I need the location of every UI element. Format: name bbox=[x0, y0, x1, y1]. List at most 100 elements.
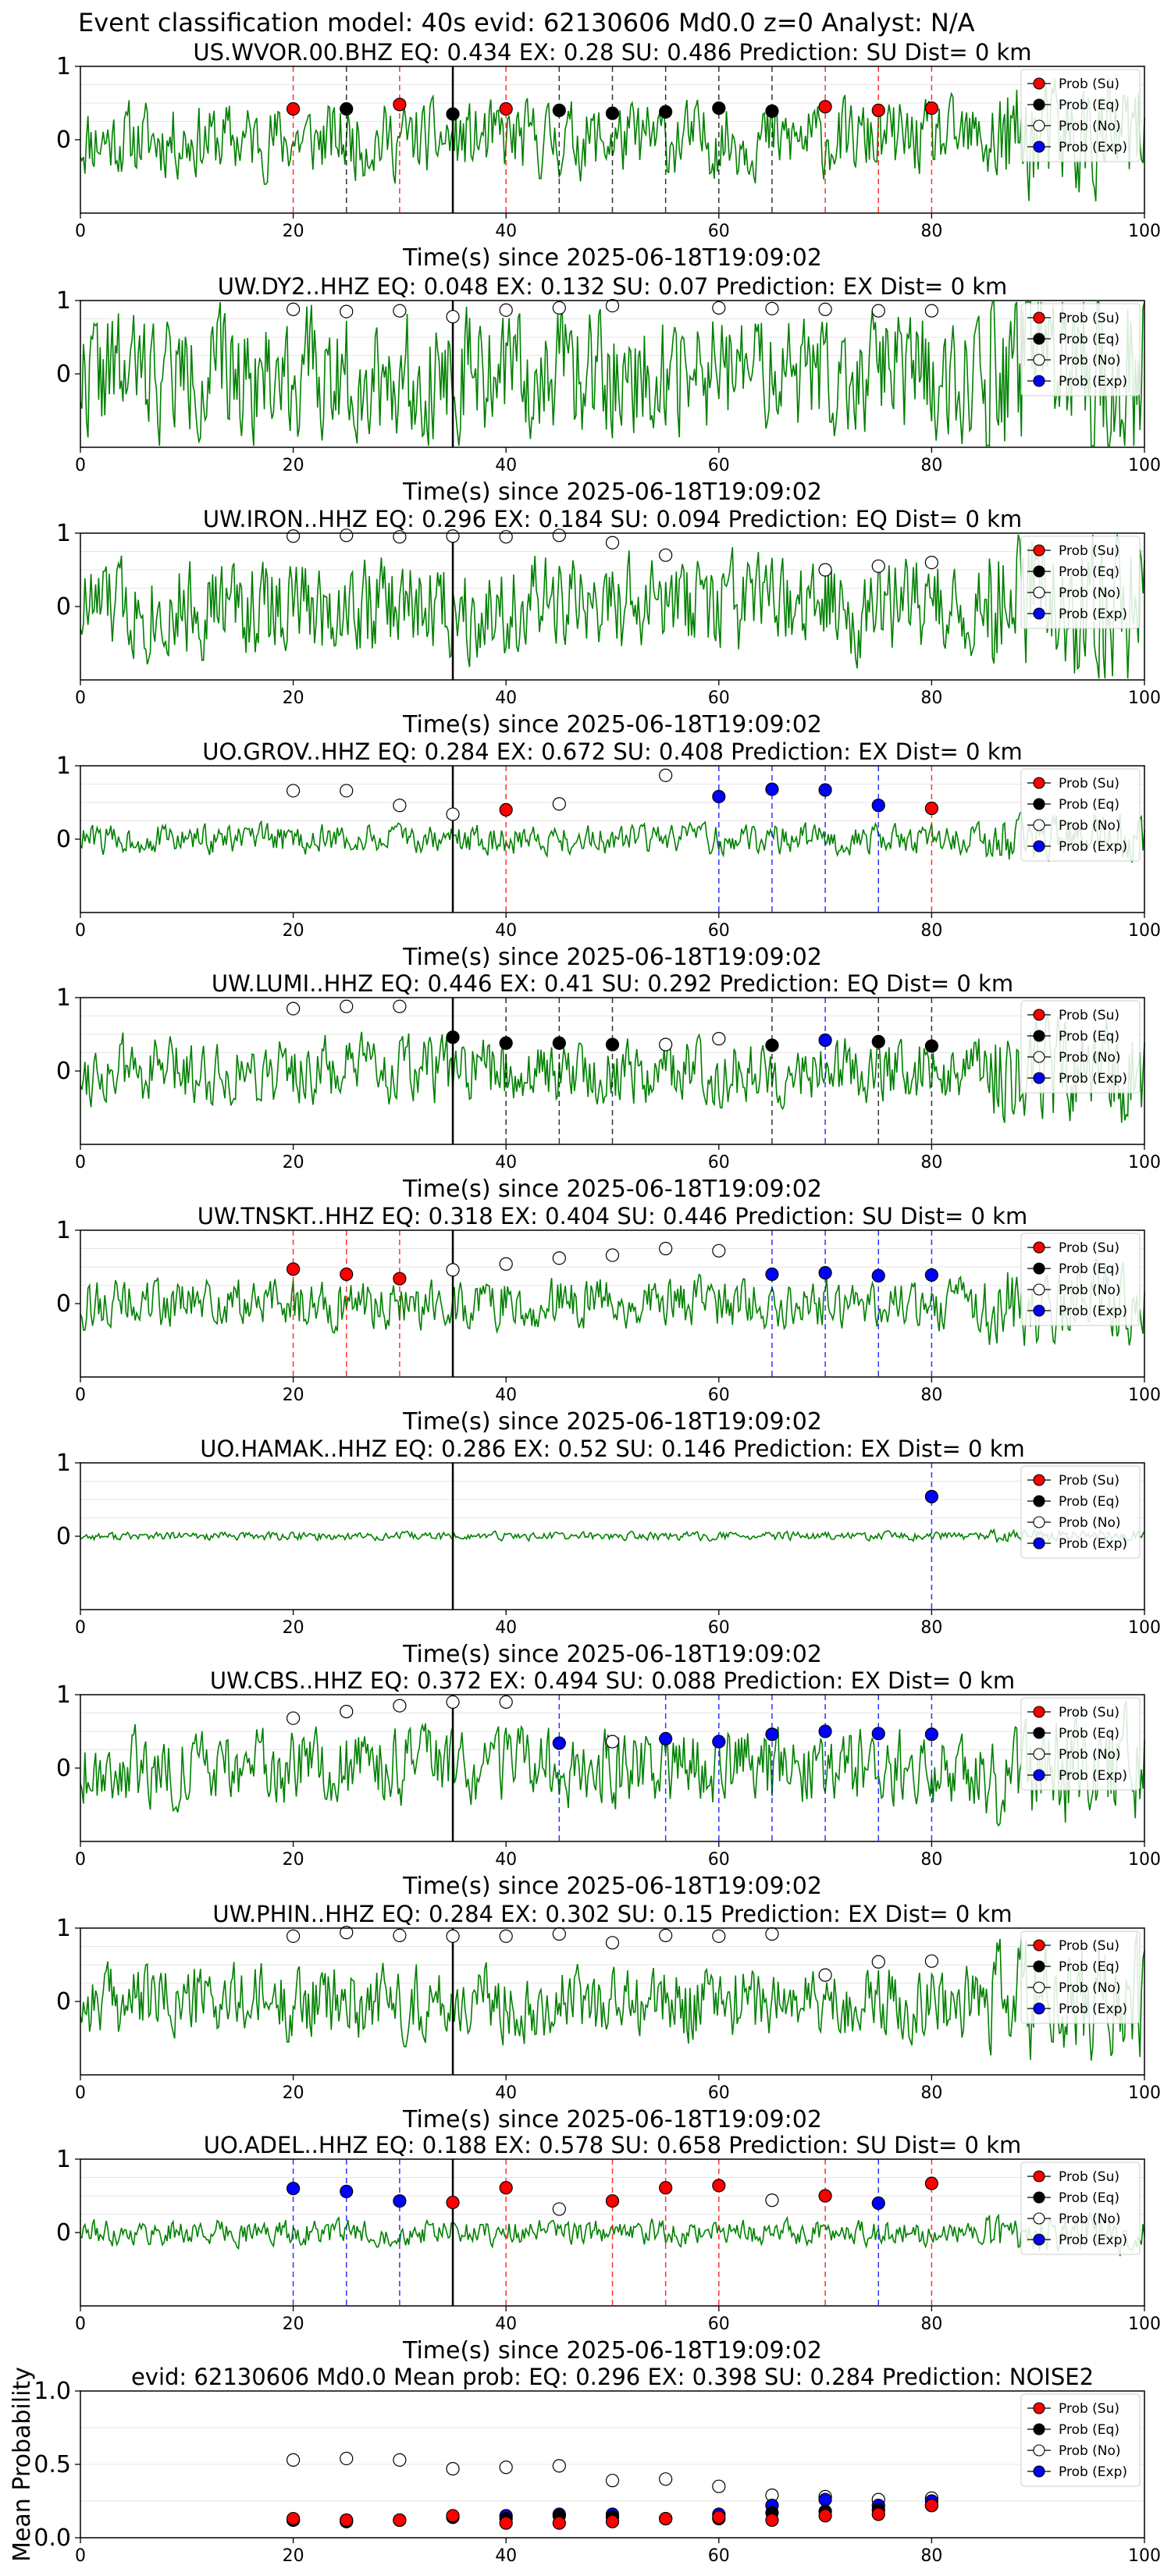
prob-point bbox=[393, 530, 407, 544]
x-axis-label: Time(s) since 2025-06-18T19:09:02 bbox=[402, 1873, 822, 1900]
x-tick-label: 0 bbox=[75, 1386, 86, 1405]
prob-point bbox=[499, 1257, 513, 1271]
y-tick-label: 1 bbox=[56, 1450, 71, 1477]
prob-point bbox=[712, 301, 726, 315]
y-tick-label: 1 bbox=[56, 2146, 71, 2173]
x-tick-label: 80 bbox=[920, 2083, 942, 2103]
x-tick-label: 100 bbox=[1128, 1386, 1161, 1405]
prob-point bbox=[605, 106, 620, 120]
y-tick-label: 0.5 bbox=[34, 2451, 71, 2478]
legend-marker bbox=[1033, 1706, 1045, 1718]
prob-point bbox=[765, 1267, 779, 1282]
prob-point bbox=[287, 302, 301, 316]
prob-point bbox=[605, 1248, 620, 1262]
x-tick-label: 0 bbox=[75, 688, 86, 708]
legend-marker bbox=[1033, 2233, 1045, 2246]
prob-point bbox=[287, 2182, 301, 2196]
legend-label: Prob (No) bbox=[1059, 1283, 1121, 1298]
prob-point bbox=[871, 1268, 885, 1283]
prob-point bbox=[605, 1936, 620, 1950]
legend-marker bbox=[1033, 77, 1045, 90]
legend-marker bbox=[1033, 375, 1045, 387]
legend-marker bbox=[1033, 1939, 1045, 1952]
legend-label: Prob (Eq) bbox=[1059, 332, 1119, 347]
figure-suptitle: Event classification model: 40s evid: 62… bbox=[78, 8, 975, 37]
prob-point bbox=[446, 1263, 460, 1277]
y-axis-label: Mean Probability bbox=[9, 2367, 36, 2562]
legend-label: Prob (Su) bbox=[1059, 1240, 1119, 1256]
legend-marker bbox=[1033, 1262, 1045, 1275]
x-tick-label: 20 bbox=[283, 1618, 304, 1638]
x-tick-label: 40 bbox=[495, 1618, 517, 1638]
prob-point bbox=[871, 799, 885, 813]
legend-marker bbox=[1033, 607, 1045, 620]
legend-box bbox=[1020, 1930, 1141, 2024]
panel-title: UW.PHIN..HHZ EQ: 0.284 EX: 0.302 SU: 0.1… bbox=[212, 1901, 1012, 1927]
x-tick-label: 60 bbox=[708, 1618, 730, 1638]
y-tick-label: 1 bbox=[56, 53, 71, 80]
prob-point bbox=[552, 1736, 566, 1750]
mean-prob-point bbox=[499, 2460, 513, 2475]
y-tick-label: 0.0 bbox=[34, 2524, 71, 2552]
prob-point bbox=[924, 1039, 939, 1053]
legend-label: Prob (Eq) bbox=[1059, 1959, 1119, 1975]
legend-marker bbox=[1033, 1072, 1045, 1084]
legend-label: Prob (Exp) bbox=[1059, 2464, 1127, 2480]
x-tick-label: 80 bbox=[920, 688, 942, 708]
legend-marker bbox=[1033, 1009, 1045, 1021]
prob-point bbox=[499, 303, 513, 317]
prob-point bbox=[340, 1705, 354, 1719]
prob-point bbox=[712, 101, 726, 116]
x-axis-label: Time(s) since 2025-06-18T19:09:02 bbox=[402, 1641, 822, 1668]
prob-point bbox=[446, 107, 460, 121]
legend-label: Prob (Su) bbox=[1059, 1938, 1119, 1954]
prob-point bbox=[924, 304, 939, 318]
legend-marker bbox=[1033, 98, 1045, 111]
legend-label: Prob (Eq) bbox=[1059, 1494, 1119, 1510]
prob-point bbox=[605, 298, 620, 313]
x-tick-label: 60 bbox=[708, 2546, 730, 2566]
prob-point bbox=[340, 304, 354, 318]
prob-point bbox=[340, 528, 354, 543]
mean-prob-point bbox=[712, 2479, 726, 2493]
panel-title: UW.DY2..HHZ EQ: 0.048 EX: 0.132 SU: 0.07… bbox=[218, 273, 1008, 300]
x-tick-label: 80 bbox=[920, 222, 942, 241]
prob-point bbox=[712, 2179, 726, 2193]
prob-point bbox=[871, 2196, 885, 2210]
prob-point bbox=[552, 797, 566, 811]
legend-label: Prob (Exp) bbox=[1059, 1768, 1127, 1784]
prob-point bbox=[818, 2189, 832, 2203]
x-tick-label: 0 bbox=[75, 2083, 86, 2103]
prob-point bbox=[499, 1695, 513, 1709]
x-tick-label: 0 bbox=[75, 2314, 86, 2334]
prob-point bbox=[765, 104, 779, 118]
legend-marker bbox=[1033, 1495, 1045, 1507]
x-tick-label: 40 bbox=[495, 1153, 517, 1172]
x-tick-label: 100 bbox=[1128, 1618, 1161, 1638]
mean-prob-point bbox=[393, 2453, 407, 2467]
x-tick-label: 100 bbox=[1128, 2083, 1161, 2103]
y-tick-label: 0 bbox=[56, 1988, 71, 2016]
prob-point bbox=[871, 103, 885, 117]
prob-point bbox=[712, 1244, 726, 1258]
y-tick-label: 0 bbox=[56, 1523, 71, 1550]
x-tick-label: 20 bbox=[283, 2546, 304, 2566]
prob-point bbox=[287, 101, 301, 116]
prob-point bbox=[659, 768, 673, 782]
prob-point bbox=[499, 1036, 513, 1050]
legend-label: Prob (Su) bbox=[1059, 1008, 1119, 1023]
mean-prob-point bbox=[818, 2509, 832, 2523]
legend-label: Prob (No) bbox=[1059, 1747, 1121, 1763]
x-tick-label: 80 bbox=[920, 921, 942, 941]
mean-prob-point bbox=[287, 2453, 301, 2467]
legend-marker bbox=[1033, 2170, 1045, 2183]
prob-point bbox=[818, 302, 832, 316]
legend-label: Prob (No) bbox=[1059, 1515, 1121, 1531]
x-axis-label: Time(s) since 2025-06-18T19:09:02 bbox=[402, 244, 822, 272]
x-tick-label: 80 bbox=[920, 1618, 942, 1638]
legend-label: Prob (Eq) bbox=[1059, 2422, 1119, 2438]
prob-point bbox=[765, 782, 779, 796]
y-tick-label: 1 bbox=[56, 1915, 71, 1942]
x-tick-label: 80 bbox=[920, 1153, 942, 1172]
prob-point bbox=[818, 1724, 832, 1738]
